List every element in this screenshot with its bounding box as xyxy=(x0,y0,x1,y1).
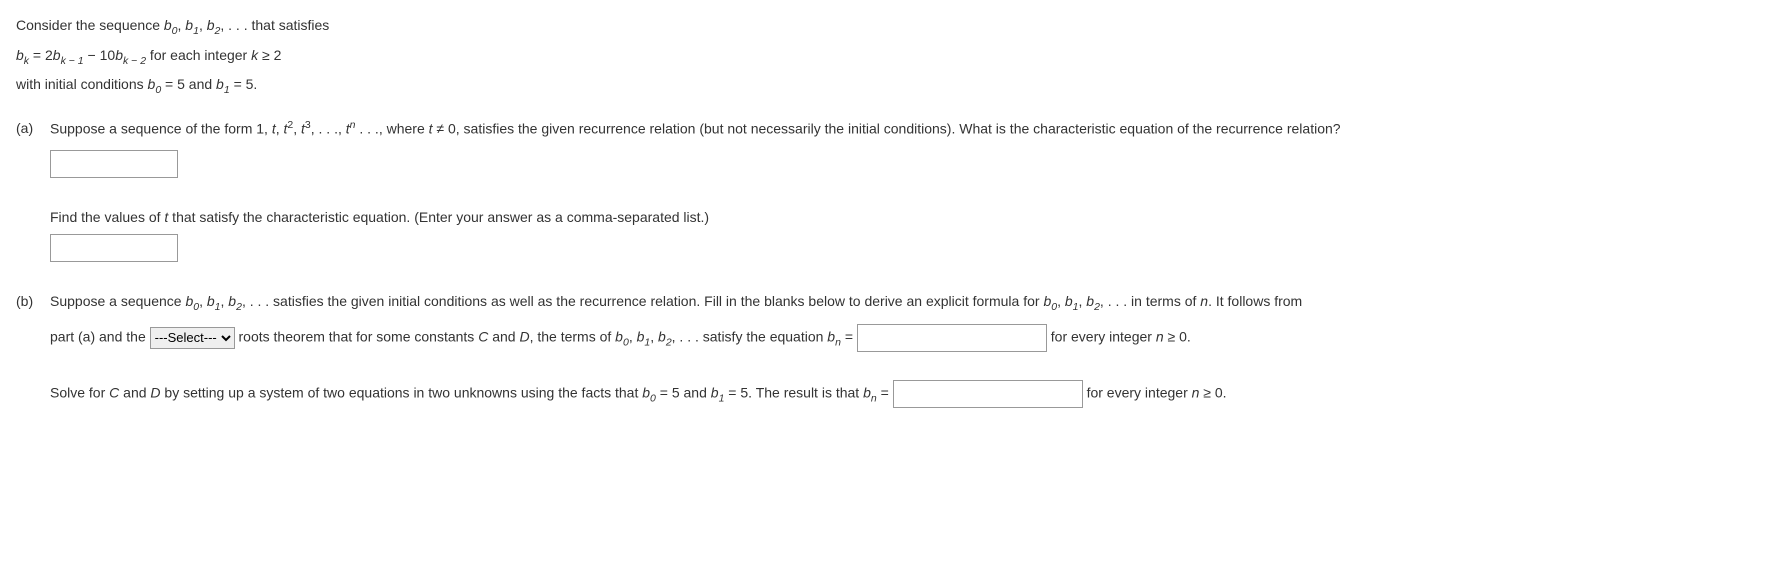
text: = 5. xyxy=(230,76,258,92)
part-b-label: (b) xyxy=(16,290,50,352)
var-b2: b xyxy=(207,17,215,33)
var-b0: b xyxy=(164,17,172,33)
sub-0: 0 xyxy=(1051,301,1057,313)
text: ≥ 0. xyxy=(1199,385,1226,401)
text: part (a) and the xyxy=(50,329,150,345)
var-bk2: b xyxy=(115,47,123,63)
sub-1: 1 xyxy=(215,301,221,313)
characteristic-equation-input[interactable] xyxy=(50,150,178,178)
part-b: (b) Suppose a sequence b0, b1, b2, . . .… xyxy=(16,290,1775,352)
sub-1: 1 xyxy=(1073,301,1079,313)
part-a: (a) Suppose a sequence of the form 1, t,… xyxy=(16,117,1775,140)
text: ≠ 0, satisfies the given recurrence rela… xyxy=(433,120,1341,136)
text: = 5 and xyxy=(161,76,216,92)
bn-formula-input-1[interactable] xyxy=(857,324,1047,352)
text: that satisfy the characteristic equation… xyxy=(168,209,709,225)
var-n: n xyxy=(1200,293,1208,309)
text: , . . . in terms of xyxy=(1100,293,1200,309)
var-b2: b xyxy=(1086,293,1094,309)
var-bk: b xyxy=(16,47,24,63)
text: and xyxy=(488,329,519,345)
text: = xyxy=(841,329,857,345)
var-D: D xyxy=(150,385,160,401)
var-b1: b xyxy=(185,17,193,33)
sub-1: 1 xyxy=(644,336,650,348)
text: = 5. The result is that xyxy=(724,385,863,401)
var-C: C xyxy=(109,385,119,401)
text: = 2 xyxy=(29,47,53,63)
text: . It follows from xyxy=(1208,293,1302,309)
sub-k2: k − 2 xyxy=(123,54,146,66)
text: by setting up a system of two equations … xyxy=(161,385,643,401)
text: Suppose a sequence xyxy=(50,293,185,309)
text: , . . . satisfies the given initial cond… xyxy=(242,293,1044,309)
var-t: t xyxy=(272,120,276,136)
roots-theorem-select[interactable]: ---Select--- xyxy=(150,327,235,349)
exp-2: 2 xyxy=(287,119,293,131)
sub-0: 0 xyxy=(193,301,199,313)
text: for every integer xyxy=(1047,329,1156,345)
text: with initial conditions xyxy=(16,76,148,92)
var-b0: b xyxy=(615,329,623,345)
part-a-input-2-row xyxy=(50,234,1775,262)
text: roots theorem that for some constants xyxy=(235,329,479,345)
text: ≥ 0. xyxy=(1164,329,1191,345)
var-b2: b xyxy=(228,293,236,309)
part-a-q2: Find the values of t that satisfy the ch… xyxy=(50,206,1775,228)
text: for every integer xyxy=(1083,385,1192,401)
var-b1: b xyxy=(207,293,215,309)
text: Suppose a sequence of the form 1, xyxy=(50,120,272,136)
initial-conditions: with initial conditions b0 = 5 and b1 = … xyxy=(16,73,1775,99)
exp-3: 3 xyxy=(305,119,311,131)
text: , . . . satisfy the equation xyxy=(672,329,828,345)
text: = xyxy=(877,385,893,401)
text: − 10 xyxy=(84,47,116,63)
recurrence-line: bk = 2bk − 1 − 10bk − 2 for each integer… xyxy=(16,44,1775,70)
var-b1: b xyxy=(1065,293,1073,309)
t-values-input[interactable] xyxy=(50,234,178,262)
sub-0: 0 xyxy=(623,336,629,348)
text: Consider the sequence xyxy=(16,17,164,33)
text: , the terms of xyxy=(530,329,616,345)
part-a-input-1-row xyxy=(50,150,1775,178)
text: = 5 and xyxy=(656,385,711,401)
var-D: D xyxy=(519,329,529,345)
text: Find the values of xyxy=(50,209,164,225)
bn-formula-input-2[interactable] xyxy=(893,380,1083,408)
var-b1: b xyxy=(711,385,719,401)
intro-line-1: Consider the sequence b0, b1, b2, . . . … xyxy=(16,14,1775,40)
var-n: n xyxy=(1156,329,1164,345)
text: and xyxy=(119,385,150,401)
var-bn: b xyxy=(827,329,835,345)
text: . . ., where xyxy=(355,120,428,136)
part-a-label: (a) xyxy=(16,117,50,140)
text: ≥ 2 xyxy=(258,47,281,63)
part-b-line3: Solve for C and D by setting up a system… xyxy=(50,380,1775,408)
sub-0: 0 xyxy=(172,25,178,37)
var-C: C xyxy=(478,329,488,345)
var-bk1: b xyxy=(53,47,61,63)
var-b0: b xyxy=(642,385,650,401)
sub-k1: k − 1 xyxy=(61,54,84,66)
var-b1: b xyxy=(216,76,224,92)
sub-1: 1 xyxy=(193,25,199,37)
part-a-body: Suppose a sequence of the form 1, t, t2,… xyxy=(50,117,1775,140)
var-b2: b xyxy=(658,329,666,345)
part-b-line2: part (a) and the ---Select--- roots theo… xyxy=(50,324,1775,352)
text: , . . . that satisfies xyxy=(220,17,329,33)
part-b-body: Suppose a sequence b0, b1, b2, . . . sat… xyxy=(50,290,1775,352)
text: Solve for xyxy=(50,385,109,401)
var-bn: b xyxy=(863,385,871,401)
text: for each integer xyxy=(146,47,251,63)
